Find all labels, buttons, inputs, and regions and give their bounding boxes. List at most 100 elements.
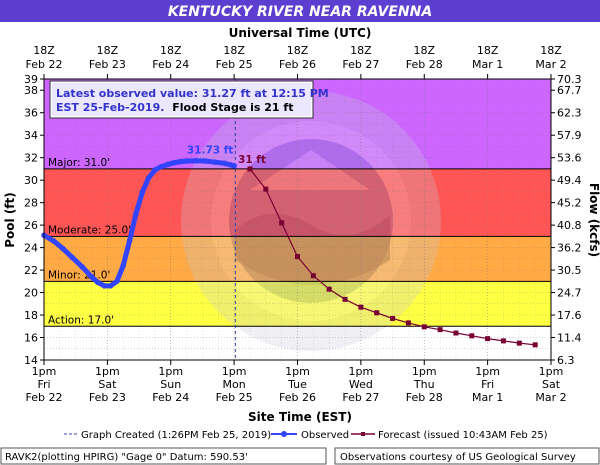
observed-point bbox=[60, 245, 66, 252]
bottom-tick-weekday: Wed bbox=[349, 378, 373, 391]
observed-point bbox=[202, 158, 209, 164]
top-tick-time: 18Z bbox=[413, 44, 435, 57]
bottom-tick-weekday: Fri bbox=[481, 378, 494, 391]
observed-point bbox=[139, 189, 146, 196]
top-tick-time: 18Z bbox=[477, 44, 499, 57]
chart-title: KENTUCKY RIVER NEAR RAVENNA bbox=[168, 4, 432, 20]
observed-point bbox=[164, 161, 171, 168]
bottom-tick-date: Feb 23 bbox=[89, 391, 126, 404]
top-tick-date: Mar 1 bbox=[472, 58, 503, 71]
left-tick-label: 16 bbox=[24, 332, 38, 345]
observed-point bbox=[231, 163, 237, 169]
right-tick-label: 36.2 bbox=[557, 242, 582, 255]
top-tick-date: Mar 2 bbox=[535, 58, 566, 71]
legend-observed-marker bbox=[281, 431, 287, 437]
footer-source-text: Observations courtesy of US Geological S… bbox=[340, 452, 576, 463]
forecast-point bbox=[500, 338, 506, 344]
right-tick-label: 17.6 bbox=[557, 309, 582, 322]
top-tick-time: 18Z bbox=[97, 44, 119, 57]
forecast-point bbox=[310, 273, 316, 279]
footer-datum-text: RAVK2(plotting HPIRG) "Gage 0" Datum: 59… bbox=[5, 452, 248, 463]
right-tick-label: 53.6 bbox=[557, 152, 582, 165]
forecast-first-label: 31 ft bbox=[238, 154, 266, 166]
right-tick-label: 45.2 bbox=[557, 197, 582, 210]
legend-created-label: Graph Created (1:26PM Feb 25, 2019) bbox=[81, 430, 271, 441]
right-tick-label: 57.9 bbox=[557, 129, 582, 142]
bottom-tick-time: 1pm bbox=[32, 365, 57, 378]
category-label-minor: Minor: 21.0' bbox=[48, 269, 110, 281]
right-tick-label: 30.5 bbox=[557, 264, 582, 277]
bottom-tick-weekday: Fri bbox=[37, 378, 50, 391]
observed-point bbox=[221, 160, 228, 167]
forecast-series bbox=[247, 166, 538, 348]
observed-point bbox=[126, 238, 133, 244]
left-tick-label: 32 bbox=[24, 152, 38, 165]
chart-annotations: 31.73 ft 31 ft bbox=[187, 145, 266, 166]
right-tick-label: 67.7 bbox=[557, 84, 582, 97]
top-tick-time: 18Z bbox=[540, 44, 562, 57]
footer-right-box bbox=[334, 447, 600, 465]
bottom-tick-date: Feb 27 bbox=[342, 391, 379, 404]
forecast-point bbox=[326, 286, 332, 292]
top-tick-date: Feb 28 bbox=[406, 58, 443, 71]
bottom-tick-weekday: Thu bbox=[413, 378, 435, 391]
observed-point bbox=[177, 158, 184, 165]
forecast-point bbox=[485, 336, 491, 342]
legend-observed-label: Observed bbox=[301, 430, 349, 441]
legend: Graph Created (1:26PM Feb 25, 2019) Obse… bbox=[64, 430, 548, 441]
forecast-point bbox=[405, 320, 411, 326]
observed-peak-label: 31.73 ft bbox=[187, 145, 233, 157]
right-tick-label: 11.4 bbox=[557, 332, 582, 345]
bottom-tick-weekday: Sun bbox=[160, 378, 181, 391]
observed-point bbox=[88, 274, 95, 280]
left-tick-label: 30 bbox=[24, 174, 38, 187]
right-tick-label: 49.4 bbox=[557, 174, 582, 187]
top-tick-time: 18Z bbox=[33, 44, 55, 57]
forecast-point bbox=[421, 324, 427, 330]
top-tick-time: 18Z bbox=[160, 44, 182, 57]
top-tick-date: Feb 27 bbox=[342, 58, 379, 71]
forecast-point bbox=[342, 296, 348, 302]
bottom-tick-time: 1pm bbox=[475, 365, 500, 378]
observed-point bbox=[158, 163, 165, 170]
observed-point bbox=[145, 175, 152, 181]
left-tick-label: 38 bbox=[24, 84, 38, 97]
bottom-tick-date: Feb 28 bbox=[406, 391, 443, 404]
bottom-tick-time: 1pm bbox=[158, 365, 183, 378]
forecast-point bbox=[453, 330, 459, 336]
forecast-point bbox=[437, 327, 443, 333]
observed-point bbox=[183, 158, 190, 164]
bottom-tick-time: 1pm bbox=[349, 365, 374, 378]
bottom-tick-date: Feb 22 bbox=[26, 391, 63, 404]
left-axis-title: Pool (ft) bbox=[3, 192, 17, 248]
bottom-tick-time: 1pm bbox=[222, 365, 247, 378]
observed-point bbox=[212, 159, 218, 165]
bottom-tick-time: 1pm bbox=[95, 365, 120, 378]
observed-point bbox=[133, 211, 139, 217]
latest-value-line2: EST 25-Feb-2019. Flood Stage is 21 ft bbox=[56, 101, 293, 114]
top-axis-title: Universal Time (UTC) bbox=[229, 26, 372, 40]
latest-value-date: EST 25-Feb-2019. bbox=[56, 101, 164, 114]
bottom-axis-title: Site Time (EST) bbox=[248, 410, 352, 424]
top-tick-date: Feb 22 bbox=[26, 58, 63, 71]
category-label-moderate: Moderate: 25.0' bbox=[48, 224, 131, 236]
footer: RAVK2(plotting HPIRG) "Gage 0" Datum: 59… bbox=[0, 447, 600, 465]
top-tick-date: Feb 26 bbox=[279, 58, 316, 71]
legend-forecast-marker bbox=[361, 432, 365, 436]
bottom-tick-time: 1pm bbox=[539, 365, 564, 378]
forecast-point bbox=[263, 186, 269, 192]
left-tick-label: 28 bbox=[24, 197, 38, 210]
forecast-point bbox=[532, 342, 538, 348]
forecast-point bbox=[279, 220, 285, 226]
observed-point bbox=[101, 283, 108, 289]
legend-forecast-label: Forecast (issued 10:43AM Feb 25) bbox=[378, 430, 548, 441]
bottom-tick-date: Feb 25 bbox=[216, 391, 253, 404]
bottom-tick-date: Feb 24 bbox=[152, 391, 189, 404]
right-tick-label: 6.3 bbox=[557, 354, 575, 367]
left-tick-label: 26 bbox=[24, 219, 38, 232]
observed-point bbox=[107, 283, 114, 289]
left-tick-label: 22 bbox=[24, 264, 38, 277]
flood-category-labels: Major: 31.0' Moderate: 25.0' Minor: 21.0' A… bbox=[48, 157, 131, 326]
top-tick-date: Feb 23 bbox=[89, 58, 126, 71]
